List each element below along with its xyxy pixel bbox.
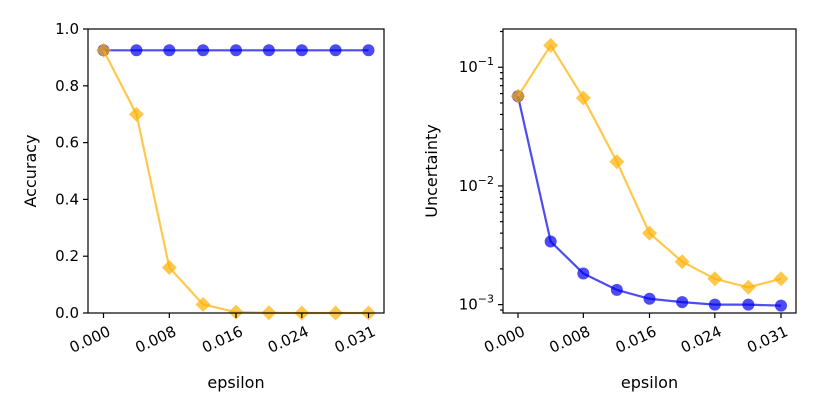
x-tick-label: 0.031 bbox=[744, 322, 791, 356]
data-point bbox=[161, 260, 177, 276]
data-point bbox=[642, 225, 657, 241]
x-axis-label: epsilon bbox=[207, 373, 264, 392]
data-point bbox=[773, 271, 789, 287]
x-axis-label: epsilon bbox=[621, 373, 678, 392]
y-tick-exponent: −1 bbox=[478, 55, 494, 68]
x-tick-label: 0.000 bbox=[67, 322, 114, 356]
data-point bbox=[676, 296, 689, 309]
data-point bbox=[740, 279, 756, 295]
data-point bbox=[329, 44, 342, 57]
series-1 bbox=[510, 37, 789, 295]
x-tick-label: 0.008 bbox=[546, 322, 593, 356]
y-tick-exponent: −2 bbox=[478, 174, 494, 187]
data-point bbox=[510, 88, 526, 104]
y-tick-base: 10 bbox=[459, 177, 478, 195]
data-point bbox=[130, 44, 143, 57]
y-axis-label: Uncertainty bbox=[422, 124, 441, 217]
data-point bbox=[228, 304, 244, 320]
series-line bbox=[517, 44, 782, 289]
y-tick-base: 10 bbox=[459, 58, 478, 76]
data-point bbox=[262, 44, 275, 57]
data-point bbox=[707, 271, 723, 287]
data-point bbox=[577, 267, 590, 280]
y-tick-label: 0.0 bbox=[55, 304, 79, 322]
y-tick-label: 0.8 bbox=[55, 77, 79, 95]
data-point bbox=[128, 106, 144, 122]
plot-frame bbox=[502, 28, 797, 314]
data-point bbox=[295, 44, 308, 57]
series-0 bbox=[512, 90, 787, 312]
y-tick-base: 10 bbox=[459, 296, 478, 314]
data-point bbox=[544, 235, 557, 248]
x-tick-label: 0.000 bbox=[481, 322, 528, 356]
data-point bbox=[742, 298, 755, 311]
y-tick-label: 10−3 bbox=[459, 293, 494, 314]
y-tick-label: 0.4 bbox=[55, 190, 79, 208]
series-line bbox=[516, 95, 782, 307]
plot-frame bbox=[87, 28, 385, 314]
y-tick-exponent: −3 bbox=[478, 293, 494, 306]
data-point bbox=[674, 254, 690, 270]
data-point bbox=[362, 44, 375, 57]
data-point bbox=[775, 299, 787, 312]
data-point bbox=[230, 44, 242, 57]
x-tick-label: 0.024 bbox=[678, 322, 725, 356]
x-tick-label: 0.016 bbox=[613, 322, 660, 356]
y-axis-label: Accuracy bbox=[21, 134, 40, 207]
y-tick-label: 0.2 bbox=[55, 247, 79, 265]
data-point bbox=[643, 292, 656, 305]
y-tick-label: 10−2 bbox=[459, 174, 494, 195]
data-point bbox=[609, 154, 625, 170]
data-point bbox=[708, 298, 721, 311]
data-point bbox=[163, 44, 176, 57]
y-tick-label: 10−1 bbox=[459, 55, 494, 76]
x-tick-label: 0.016 bbox=[199, 322, 246, 356]
data-point bbox=[195, 296, 211, 312]
y-tick-label: 0.6 bbox=[55, 134, 79, 152]
x-tick-label: 0.031 bbox=[332, 322, 379, 356]
series-0 bbox=[97, 44, 375, 57]
data-point bbox=[96, 42, 111, 58]
series-1 bbox=[96, 42, 376, 321]
data-point bbox=[543, 37, 559, 53]
data-point bbox=[575, 90, 591, 106]
y-tick-label: 1.0 bbox=[55, 20, 79, 38]
data-point bbox=[610, 283, 623, 296]
data-point bbox=[197, 44, 210, 57]
x-tick-label: 0.024 bbox=[265, 322, 312, 356]
series-line bbox=[102, 49, 369, 315]
x-tick-label: 0.008 bbox=[132, 322, 179, 356]
uncertainty-chart: 0.000 0.008 0.016 0.024 0.03110−310−210−1eps… bbox=[422, 28, 797, 392]
accuracy-chart: 0.000 0.008 0.016 0.024 0.031 0.0 0.2 0.4 0.6 0.8… bbox=[21, 20, 385, 392]
